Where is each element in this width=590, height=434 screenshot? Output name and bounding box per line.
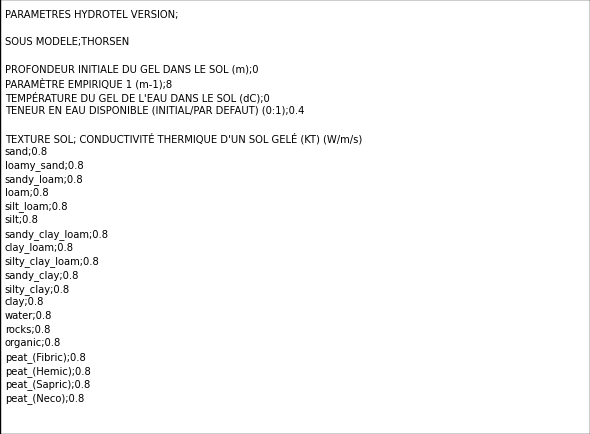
Text: clay;0.8: clay;0.8 — [5, 297, 44, 306]
Text: TEXTURE SOL; CONDUCTIVITÉ THERMIQUE D'UN SOL GELÉ (KT) (W/m/s): TEXTURE SOL; CONDUCTIVITÉ THERMIQUE D'UN… — [5, 133, 362, 144]
Text: SOUS MODELE;THORSEN: SOUS MODELE;THORSEN — [5, 37, 129, 47]
Text: peat_(Sapric);0.8: peat_(Sapric);0.8 — [5, 378, 90, 390]
Text: clay_loam;0.8: clay_loam;0.8 — [5, 242, 74, 253]
Text: peat_(Hemic);0.8: peat_(Hemic);0.8 — [5, 365, 90, 376]
Text: water;0.8: water;0.8 — [5, 310, 52, 320]
Text: rocks;0.8: rocks;0.8 — [5, 324, 50, 334]
Text: silty_clay;0.8: silty_clay;0.8 — [5, 283, 70, 294]
Text: peat_(Fibric);0.8: peat_(Fibric);0.8 — [5, 352, 86, 362]
Text: TEMPÉRATURE DU GEL DE L'EAU DANS LE SOL (dC);0: TEMPÉRATURE DU GEL DE L'EAU DANS LE SOL … — [5, 92, 270, 103]
Text: sandy_loam;0.8: sandy_loam;0.8 — [5, 174, 83, 184]
Text: loam;0.8: loam;0.8 — [5, 187, 48, 197]
Text: sandy_clay_loam;0.8: sandy_clay_loam;0.8 — [5, 228, 109, 239]
Text: silt;0.8: silt;0.8 — [5, 215, 38, 224]
Text: TENEUR EN EAU DISPONIBLE (INITIAL/PAR DEFAUT) (0:1);0.4: TENEUR EN EAU DISPONIBLE (INITIAL/PAR DE… — [5, 105, 304, 115]
Text: silty_clay_loam;0.8: silty_clay_loam;0.8 — [5, 256, 100, 266]
Text: PARAMÈTRE EMPIRIQUE 1 (m-1);8: PARAMÈTRE EMPIRIQUE 1 (m-1);8 — [5, 78, 172, 89]
Text: peat_(Neco);0.8: peat_(Neco);0.8 — [5, 392, 84, 403]
Text: organic;0.8: organic;0.8 — [5, 338, 61, 348]
Text: silt_loam;0.8: silt_loam;0.8 — [5, 201, 68, 212]
Text: sand;0.8: sand;0.8 — [5, 146, 48, 156]
Text: PROFONDEUR INITIALE DU GEL DANS LE SOL (m);0: PROFONDEUR INITIALE DU GEL DANS LE SOL (… — [5, 64, 258, 74]
Text: PARAMETRES HYDROTEL VERSION;: PARAMETRES HYDROTEL VERSION; — [5, 10, 178, 20]
Text: loamy_sand;0.8: loamy_sand;0.8 — [5, 160, 83, 171]
Text: sandy_clay;0.8: sandy_clay;0.8 — [5, 269, 79, 280]
